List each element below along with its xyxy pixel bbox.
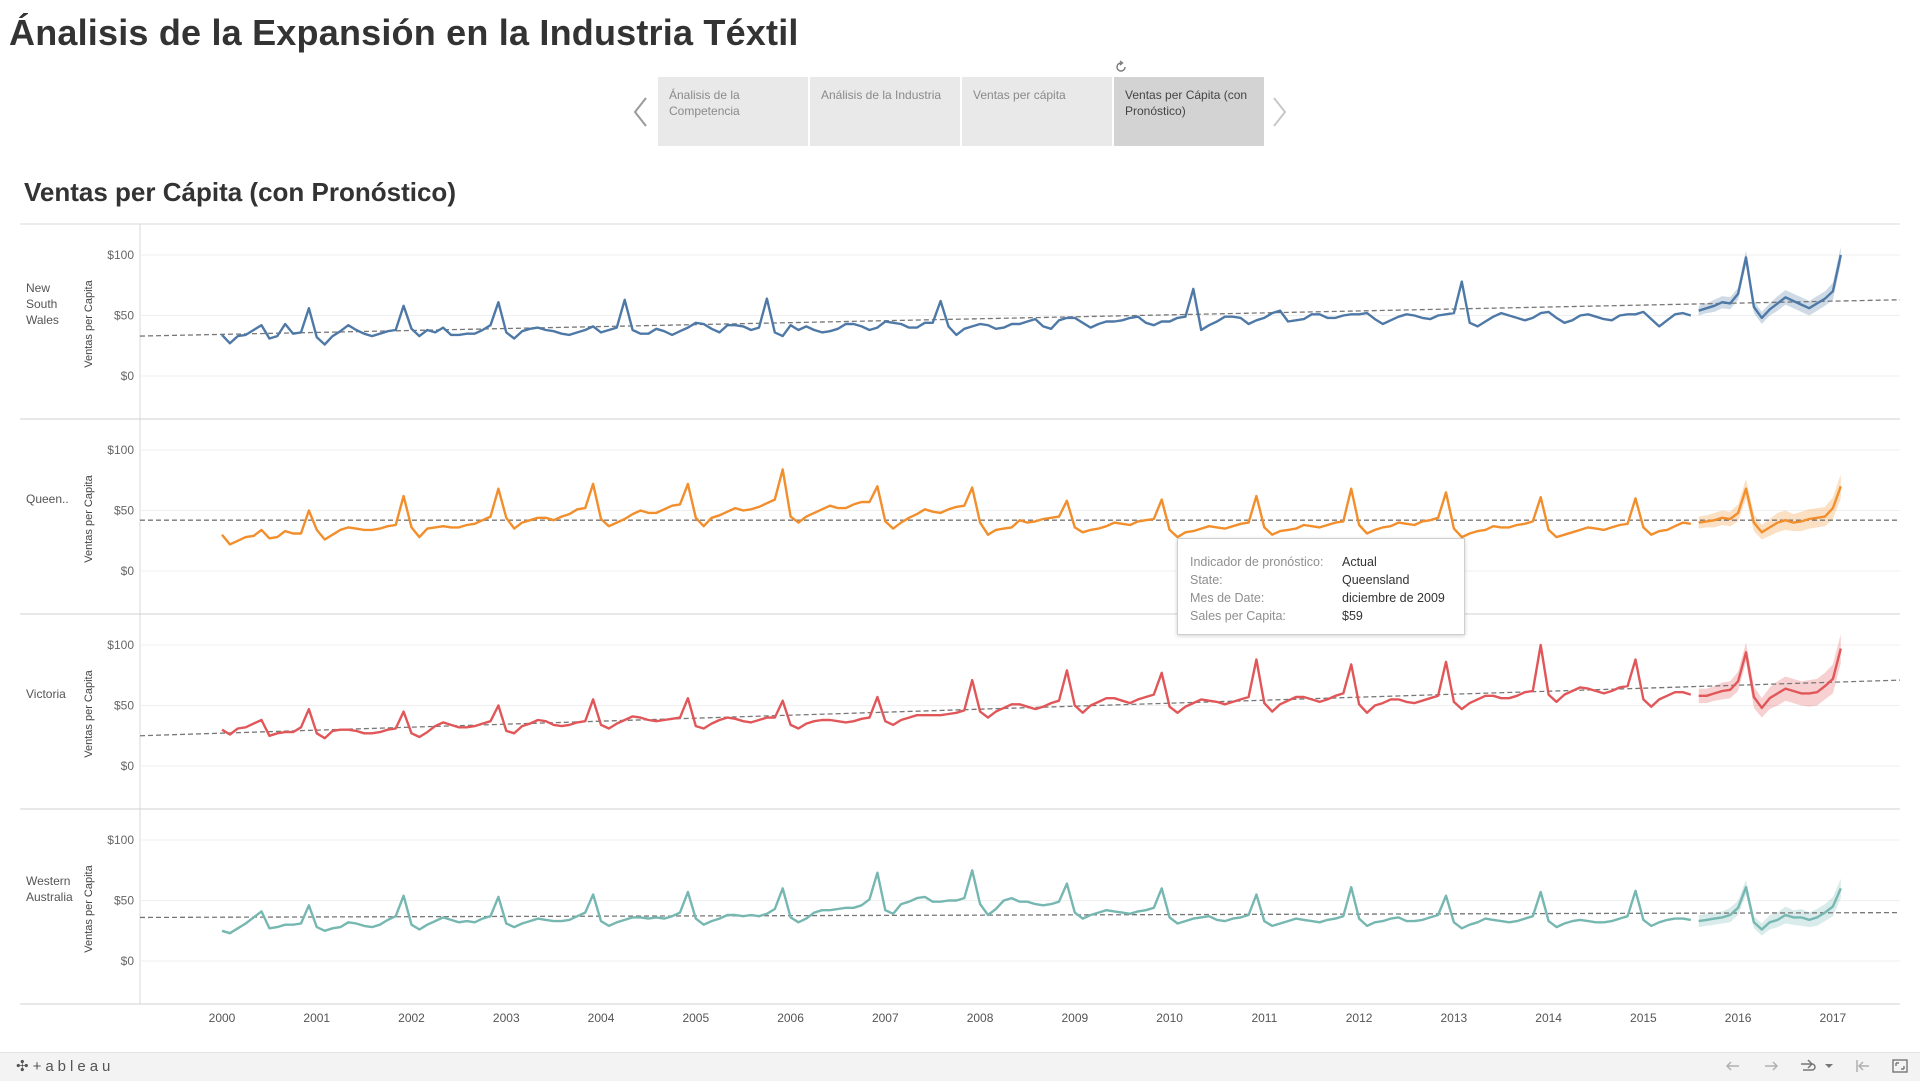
trend-line <box>139 911 1901 919</box>
x-tick-label: 2009 <box>1061 1011 1088 1025</box>
y-tick-label: $50 <box>114 504 134 518</box>
tableau-logo[interactable]: ✣+ableau <box>16 1057 114 1075</box>
undo-icon[interactable] <box>1723 1057 1743 1075</box>
row-header-label: Western Australia <box>26 874 73 904</box>
trend-line <box>139 299 1901 337</box>
dropdown-icon[interactable] <box>1823 1057 1835 1075</box>
y-tick-label: $100 <box>107 833 134 847</box>
story-tab-label: Ánalisis de la Competencia <box>669 88 740 118</box>
y-tick-label: $0 <box>121 954 135 968</box>
trend-line <box>139 679 1901 737</box>
tooltip-value: diciembre de 2009 <box>1342 591 1445 605</box>
story-tab-ventas-pronostico[interactable]: Ventas per Cápita (con Pronóstico) <box>1114 77 1264 146</box>
dashboard-title: Ánalisis de la Expansión en la Industria… <box>9 12 799 53</box>
toolbar <box>0 1052 1920 1081</box>
x-tick-label: 2004 <box>588 1011 615 1025</box>
y-tick-label: $50 <box>114 894 134 908</box>
series-line-actual <box>221 869 1691 935</box>
y-tick-label: $50 <box>114 309 134 323</box>
tooltip-value: Actual <box>1342 555 1377 569</box>
series-line-actual <box>221 468 1691 546</box>
x-tick-label: 2003 <box>493 1011 520 1025</box>
chevron-left-icon[interactable] <box>630 95 652 129</box>
x-tick-label: 2012 <box>1346 1011 1373 1025</box>
revert-icon[interactable] <box>1797 1057 1817 1075</box>
fullscreen-icon[interactable] <box>1890 1057 1910 1075</box>
x-tick-label: 2011 <box>1251 1011 1277 1025</box>
y-axis-label: Ventas per Capita <box>83 474 95 562</box>
x-tick-label: 2017 <box>1820 1011 1847 1025</box>
data-tooltip: Indicador de pronóstico: Actual State: Q… <box>1177 538 1465 635</box>
tooltip-row: Sales per Capita: $59 <box>1190 607 1464 625</box>
series-line-actual <box>221 643 1692 740</box>
tableau-logo-text: +ableau <box>32 1058 115 1075</box>
x-tick-label: 2015 <box>1630 1011 1657 1025</box>
y-axis-label: Ventas per Capita <box>83 279 95 367</box>
tooltip-value: $59 <box>1342 609 1363 623</box>
series-line-forecast <box>1698 648 1842 710</box>
x-tick-label: 2010 <box>1156 1011 1183 1025</box>
tooltip-row: Indicador de pronóstico: Actual <box>1190 553 1464 571</box>
tooltip-row: Mes de Date: diciembre de 2009 <box>1190 589 1464 607</box>
tooltip-label: Sales per Capita: <box>1190 609 1286 623</box>
series-line-forecast <box>1698 886 1842 931</box>
y-tick-label: $0 <box>121 369 135 383</box>
forecast-band <box>1698 878 1841 936</box>
tableau-logo-icon: ✣ <box>16 1058 33 1075</box>
story-tab-label: Análisis de la Industria <box>821 88 942 102</box>
y-axis-label: Ventas per Capita <box>83 669 95 757</box>
tooltip-row: State: Queensland <box>1190 571 1464 589</box>
y-tick-label: $100 <box>107 638 134 652</box>
story-tab-industria[interactable]: Análisis de la Industria <box>810 77 960 146</box>
y-tick-label: $100 <box>107 248 134 262</box>
series-line-forecast <box>1698 485 1842 534</box>
x-tick-label: 2014 <box>1535 1011 1562 1025</box>
y-tick-label: $0 <box>121 759 135 773</box>
back-to-start-icon[interactable] <box>1853 1057 1873 1075</box>
story-navigator: Ánalisis de la Competencia Análisis de l… <box>625 77 1287 146</box>
forecast-line-chart: $0 $50 $100 New South Wales Ventas per Capita $… <box>20 223 1901 1025</box>
forecast-band <box>1698 474 1841 540</box>
x-tick-label: 2000 <box>209 1011 236 1025</box>
row-header-label: Queen.. <box>26 492 69 506</box>
x-tick-label: 2002 <box>398 1011 425 1025</box>
refresh-icon[interactable] <box>1114 60 1128 74</box>
story-tab-ventas-per-capita[interactable]: Ventas per cápita <box>962 77 1112 146</box>
x-tick-label: 2005 <box>682 1011 709 1025</box>
tooltip-label: Mes de Date: <box>1190 591 1265 605</box>
y-tick-label: $100 <box>107 443 134 457</box>
y-axis-label: Ventas per Capita <box>83 864 95 952</box>
x-tick-label: 2006 <box>777 1011 804 1025</box>
tooltip-value: Queensland <box>1342 573 1410 587</box>
x-tick-label: 2001 <box>303 1011 330 1025</box>
story-tab-label: Ventas per cápita <box>973 88 1066 102</box>
series-line-forecast <box>1698 254 1842 320</box>
tooltip-label: Indicador de pronóstico: <box>1190 555 1324 569</box>
row-header-label: Victoria <box>26 687 66 701</box>
y-tick-label: $0 <box>121 564 135 578</box>
forecast-band <box>1698 246 1841 324</box>
redo-icon[interactable] <box>1761 1057 1781 1075</box>
story-tab-label: Ventas per Cápita (con Pronóstico) <box>1125 88 1248 118</box>
x-tick-label: 2008 <box>967 1011 994 1025</box>
row-header-label: New South Wales <box>26 281 59 327</box>
story-tab-competencia[interactable]: Ánalisis de la Competencia <box>658 77 808 146</box>
y-tick-label: $50 <box>114 699 134 713</box>
chevron-right-icon[interactable] <box>1268 95 1290 129</box>
x-tick-label: 2016 <box>1725 1011 1752 1025</box>
x-tick-label: 2007 <box>872 1011 899 1025</box>
forecast-band <box>1698 634 1841 718</box>
series-line-actual <box>221 280 1692 346</box>
x-tick-label: 2013 <box>1441 1011 1468 1025</box>
sheet-title: Ventas per Cápita (con Pronóstico) <box>24 177 456 207</box>
tooltip-label: State: <box>1190 573 1223 587</box>
